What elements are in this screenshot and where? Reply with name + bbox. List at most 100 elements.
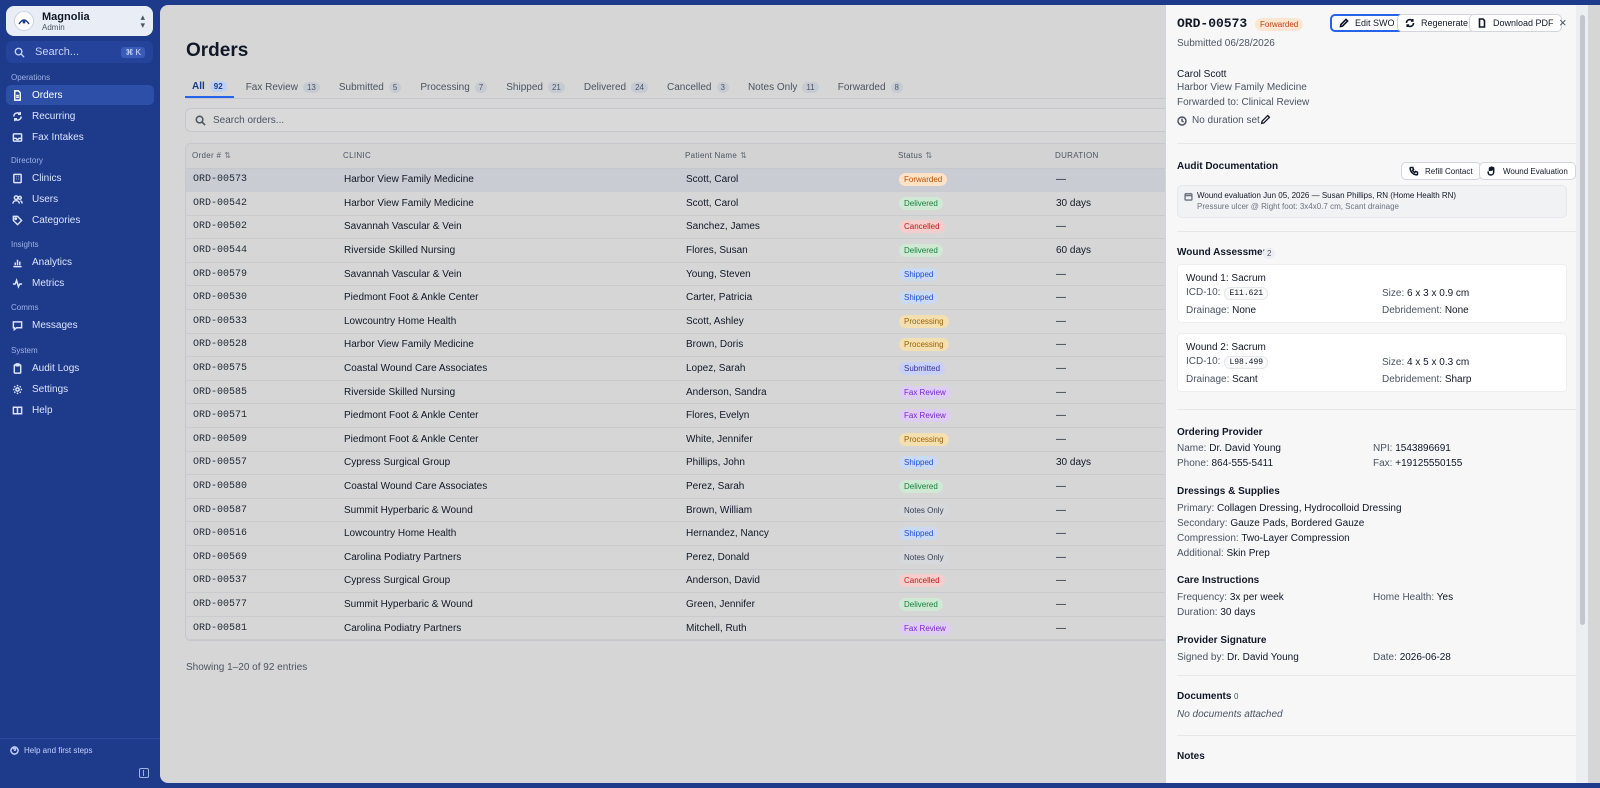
sort-icon: ⇅ — [224, 151, 232, 161]
status-badge: Shipped — [899, 267, 939, 281]
table-row[interactable]: ORD-00580 Coastal Wound Care Associates Pe… — [186, 474, 1184, 499]
table-row[interactable]: ORD-00528 Harbor View Family Medicine Brow… — [186, 333, 1184, 358]
column-header-status[interactable]: Status ⇅ — [892, 144, 1049, 169]
status-badge: Shipped — [899, 527, 939, 541]
tab-all[interactable]: All 92 — [185, 76, 234, 98]
tab-cancelled[interactable]: Cancelled 3 — [660, 76, 736, 98]
tab-shipped[interactable]: Shipped 21 — [499, 76, 572, 98]
wound-title: Wound 2: Sacrum — [1186, 342, 1266, 353]
table-row[interactable]: ORD-00571 Piedmont Foot & Ankle Center Flo… — [186, 403, 1184, 429]
refill-contact-button[interactable]: Refill Contact — [1401, 162, 1481, 180]
status-badge: Delivered — [899, 597, 943, 611]
duration-cell: — — [1049, 285, 1184, 311]
inbox-icon — [12, 132, 23, 142]
provider-fax: Fax: +19125550155 — [1373, 458, 1462, 469]
regenerate-button[interactable]: Regenerate — [1397, 14, 1477, 32]
audit-documentation-title: Audit Documentation — [1177, 161, 1279, 172]
kv-label: Name: — [1177, 443, 1207, 454]
table-row[interactable]: ORD-00544 Riverside Skilled Nursing Flores… — [186, 238, 1184, 263]
tab-forwarded[interactable]: Forwarded 8 — [831, 76, 910, 98]
tab-processing[interactable]: Processing 7 — [413, 76, 494, 98]
sidebar-item-clinics[interactable]: Clinics — [6, 168, 154, 188]
status-badge: Fax Review — [899, 409, 951, 423]
sidebar-item-analytics[interactable]: Analytics — [6, 252, 154, 272]
sidebar-item-orders[interactable]: Orders — [6, 85, 154, 105]
edit-swo-button[interactable]: Edit SWO — [1330, 14, 1404, 32]
sidebar-item-messages[interactable]: Messages — [6, 315, 154, 335]
sidebar-item-audit-logs[interactable]: Audit Logs — [6, 358, 154, 378]
table-row[interactable]: ORD-00581 Carolina Podiatry Partners Mitch… — [186, 616, 1184, 640]
sidebar-item-help[interactable]: Help — [6, 400, 154, 420]
table-row[interactable]: ORD-00569 Carolina Podiatry Partners Perez… — [186, 545, 1184, 570]
order-id-cell: ORD-00577 — [186, 592, 337, 617]
orders-search-input[interactable]: Search orders... — [185, 108, 1185, 132]
search-icon — [195, 115, 206, 126]
tab-delivered[interactable]: Delivered 24 — [577, 76, 655, 98]
kv-value: Dr. David Young — [1209, 443, 1281, 454]
scrollbar-thumb[interactable] — [1580, 15, 1585, 625]
sidebar-item-settings[interactable]: Settings — [6, 379, 154, 399]
orders-table: Order # ⇅ CLINIC Patient Name ⇅ Status ⇅ DU… — [185, 143, 1185, 641]
table-row[interactable]: ORD-00585 Riverside Skilled Nursing Anders… — [186, 380, 1184, 405]
wound-size: Size: 6 x 3 x 0.9 cm — [1382, 288, 1469, 299]
order-id-cell: ORD-00587 — [186, 498, 337, 523]
table-row[interactable]: ORD-00533 Lowcountry Home Health Scott, As… — [186, 309, 1184, 334]
table-row[interactable]: ORD-00509 Piedmont Foot & Ankle Center Whi… — [186, 427, 1184, 452]
wound-size: Size: 4 x 5 x 0.3 cm — [1382, 357, 1469, 368]
patient-cell: White, Jennifer — [679, 427, 892, 452]
download-pdf-button[interactable]: Download PDF — [1469, 14, 1562, 32]
column-header-order[interactable]: Order # ⇅ — [186, 144, 337, 169]
wound-evaluation-button[interactable]: Wound Evaluation — [1479, 162, 1576, 180]
nav-operations: Operations Orders Recurring Fax Intakes — [0, 72, 160, 147]
drainage-value: None — [1232, 305, 1257, 316]
tab-submitted[interactable]: Submitted 5 — [332, 76, 408, 98]
table-row[interactable]: ORD-00573 Harbor View Family Medicine Scot… — [186, 168, 1184, 193]
table-row[interactable]: ORD-00502 Savannah Vascular & Vein Sanchez… — [186, 215, 1184, 240]
table-row[interactable]: ORD-00587 Summit Hyperbaric & Wound Brown,… — [186, 498, 1184, 523]
table-row[interactable]: ORD-00530 Piedmont Foot & Ankle Center Car… — [186, 285, 1184, 311]
document-icon — [14, 89, 21, 101]
sidebar-item-recurring[interactable]: Recurring — [6, 106, 154, 126]
message-icon — [12, 320, 23, 331]
clinic-cell: Coastal Wound Care Associates — [337, 356, 679, 381]
status-cell: Fax Review — [892, 403, 1049, 429]
page-title: Orders — [186, 40, 249, 61]
tab-notes-only[interactable]: Notes Only 11 — [741, 76, 826, 98]
sidebar-item-users[interactable]: Users — [6, 189, 154, 209]
table-row[interactable]: ORD-00557 Cypress Surgical Group Phillips,… — [186, 451, 1184, 476]
org-switcher[interactable]: Magnolia Admin ▴ ▾ — [6, 6, 153, 36]
status-cell: Shipped — [892, 285, 1049, 311]
duration-cell: — — [1049, 309, 1184, 334]
wound-debridement: Debridement: None — [1382, 305, 1469, 316]
table-row[interactable]: ORD-00575 Coastal Wound Care Associates Lo… — [186, 356, 1184, 381]
detail-order-id: ORD-00573 — [1177, 16, 1248, 31]
drainage-label: Drainage: — [1186, 305, 1230, 316]
close-icon[interactable]: × — [1559, 15, 1567, 30]
help-first-steps-link[interactable]: Help and first steps — [10, 746, 92, 755]
order-id-cell: ORD-00502 — [186, 215, 337, 240]
edit-duration-pencil-icon[interactable] — [1260, 114, 1271, 125]
tab-fax-review[interactable]: Fax Review 13 — [239, 76, 327, 98]
status-cell: Fax Review — [892, 380, 1049, 405]
table-row[interactable]: ORD-00577 Summit Hyperbaric & Wound Green,… — [186, 592, 1184, 617]
status-badge: Notes Only — [899, 550, 949, 564]
clinic-cell: Cypress Surgical Group — [337, 569, 679, 594]
clinic-cell: Piedmont Foot & Ankle Center — [337, 403, 679, 429]
sidebar-item-metrics[interactable]: Metrics — [6, 273, 154, 293]
column-header-patient[interactable]: Patient Name ⇅ — [679, 144, 892, 169]
panel-scrollbar[interactable] — [1576, 5, 1588, 783]
gear-icon — [12, 384, 23, 394]
documents-count-badge: 0 — [1234, 692, 1239, 701]
table-row[interactable]: ORD-00537 Cypress Surgical Group Anderson,… — [186, 569, 1184, 594]
patient-cell: Scott, Ashley — [679, 309, 892, 334]
sidebar-item-fax-intakes[interactable]: Fax Intakes — [6, 127, 154, 147]
table-row[interactable]: ORD-00516 Lowcountry Home Health Hernandez… — [186, 521, 1184, 546]
sidebar-item-label: Settings — [32, 383, 69, 395]
sidebar-search[interactable]: Search... ⌘ K — [6, 41, 153, 63]
provider-signature-title: Provider Signature — [1177, 635, 1267, 646]
table-row[interactable]: ORD-00579 Savannah Vascular & Vein Young, … — [186, 262, 1184, 287]
sidebar-item-categories[interactable]: Categories — [6, 210, 154, 230]
debridement-label: Debridement: — [1382, 374, 1443, 385]
table-row[interactable]: ORD-00542 Harbor View Family Medicine Scot… — [186, 191, 1184, 216]
sidebar-collapse-icon[interactable] — [139, 768, 149, 778]
